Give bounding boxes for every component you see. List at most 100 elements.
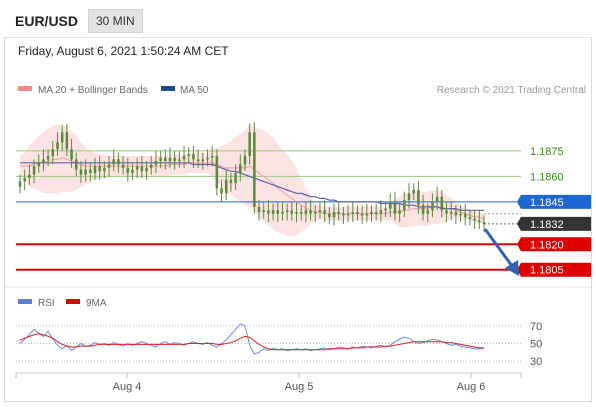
candle-body [37,162,41,167]
candle-body [187,154,191,157]
candle-body [454,212,458,216]
candle-body [304,210,308,214]
candle-body [196,159,200,162]
candle-body [393,201,397,214]
candle-body [28,174,31,179]
candle-body [346,213,350,216]
candle-body [79,169,83,175]
candle-body [421,205,425,214]
resistance-label: 1.1875 [530,146,564,158]
candle-body [285,210,289,213]
rsi-ma-legend-label: 9MA [86,298,107,309]
candle-body [192,154,195,160]
candle-body [89,169,92,173]
candle-body [93,166,97,173]
candle-body [323,210,326,214]
candle-body [60,132,64,143]
candle-body [482,222,486,224]
candle-body [243,156,247,165]
candle-body [46,156,50,160]
candle-body [318,210,322,213]
candle-body [351,212,355,214]
bollinger-band-layer [20,123,484,236]
x-axis-tick-label: Aug 5 [285,381,314,393]
candle-body [145,167,148,172]
bollinger-legend-label: MA 20 + Bollinger Bands [38,85,148,96]
candle-body [360,213,364,216]
candle-body [290,210,294,214]
candle-body [220,188,223,194]
candles-layer [18,122,486,233]
pivot-label-box [517,194,591,209]
candle-body [309,210,312,214]
candle-body [224,179,228,194]
bollinger-band-area [20,123,484,236]
candle-body [178,159,181,162]
candle-body [407,193,411,201]
candle-body [121,164,125,168]
candle-body [276,210,280,214]
candle-body [103,167,106,172]
rsi-level-label: 70 [530,321,542,333]
candle-body [65,132,69,150]
candle-body [426,210,430,214]
resistance-label: 1.1860 [530,171,564,183]
forecast-arrow-head-icon [505,260,519,276]
candle-body [140,166,144,172]
candle-body [403,200,406,211]
candle-body [112,159,116,165]
current-price-box [517,216,591,231]
candle-body [182,156,186,160]
candle-body [126,167,130,173]
ma50-line [20,162,484,211]
x-axis: Aug 4 Aug 5 Aug 6 [15,373,522,393]
current-price-label: 1.1832 [530,219,564,231]
candle-body [253,132,256,207]
candle-body [379,210,383,214]
candle-body [173,157,176,162]
ma50-legend-label: MA 50 [180,85,209,96]
candle-body [239,164,242,173]
candle-body [271,210,275,214]
candle-body [440,196,444,211]
currency-pair-title: EUR/USD [15,13,79,29]
forecast-arrow-shaft [483,228,514,267]
candle-body [74,159,78,170]
ma20-line [20,157,485,220]
rsi-legend-label: RSI [38,298,55,309]
rsi-line [19,323,484,355]
candle-body [468,217,472,219]
candle-body [267,210,270,214]
candle-body [463,213,467,218]
candle-body [32,166,36,175]
candle-body [431,201,434,211]
candle-body [313,212,317,214]
candle-body [206,157,209,160]
rsi-panel: 70 50 30 [16,321,542,368]
rsi-legend-swatch [18,299,32,304]
ma50-legend-swatch [161,86,175,91]
candle-body [384,208,387,211]
candle-body [42,159,45,163]
candle-body [51,149,55,157]
candle-body [365,213,369,216]
candle-body [342,213,345,216]
target-label: 1.1805 [530,265,564,277]
candle-body [210,156,214,158]
bollinger-legend-swatch [18,86,32,91]
candle-body [445,210,448,214]
candle-body [337,212,340,214]
timeframe-badge[interactable]: 30 MIN [88,9,143,33]
candle-body [23,178,26,182]
candle-body [417,189,420,206]
x-axis-tick-label: Aug 6 [457,381,486,393]
candle-body [328,213,331,218]
moving-averages-layer [20,157,485,220]
rsi-ma-legend-swatch [66,299,80,304]
target-label-box [517,262,591,277]
rsi-level-label: 30 [530,356,542,368]
candle-body [388,201,392,209]
candle-body [248,132,251,157]
candle-body [262,210,265,213]
candle-body [229,179,233,184]
